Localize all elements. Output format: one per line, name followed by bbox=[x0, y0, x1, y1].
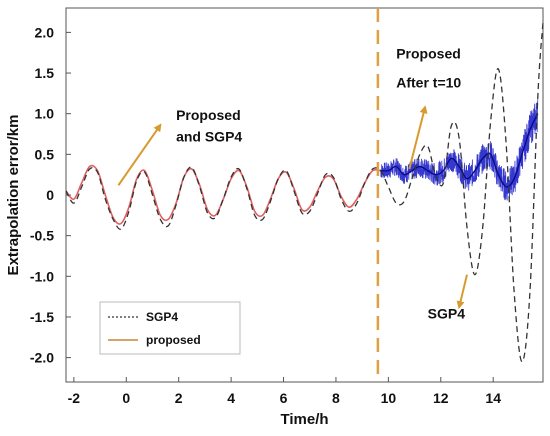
series-line-proposed bbox=[65, 164, 381, 225]
y-tick-label: -1.5 bbox=[30, 309, 54, 325]
annotation-arrow bbox=[408, 105, 428, 170]
y-tick-label: 0.5 bbox=[35, 146, 55, 162]
series-line-proposed-after bbox=[380, 113, 539, 188]
annotation-arrow bbox=[117, 123, 162, 186]
y-tick-label: 0 bbox=[46, 187, 54, 203]
legend-label-proposed: proposed bbox=[146, 333, 201, 347]
annotation-label: Proposed bbox=[396, 45, 461, 61]
legend-box bbox=[99, 301, 241, 355]
y-tick-label: -1.0 bbox=[30, 268, 54, 284]
x-tick-label: 0 bbox=[122, 390, 130, 406]
y-tick-label: 2.0 bbox=[35, 24, 55, 40]
x-tick-label: 2 bbox=[175, 390, 183, 406]
legend: SGP4 proposed bbox=[99, 301, 241, 355]
y-tick-label: -2.0 bbox=[30, 350, 54, 366]
x-tick-label: 14 bbox=[485, 390, 501, 406]
x-tick-label: -2 bbox=[68, 390, 81, 406]
annotation-label: SGP4 bbox=[428, 306, 466, 322]
legend-label-sgp4: SGP4 bbox=[146, 310, 178, 324]
y-tick-label: 1.0 bbox=[35, 106, 55, 122]
series-line-sgp4 bbox=[65, 22, 544, 363]
annotation-label: After t=10 bbox=[396, 75, 461, 91]
series-band-proposed-after bbox=[380, 99, 539, 201]
x-tick-label: 6 bbox=[280, 390, 288, 406]
y-tick-label: 1.5 bbox=[35, 65, 55, 81]
x-tick-label: 8 bbox=[332, 390, 340, 406]
annotation-arrow bbox=[456, 274, 468, 310]
annotation-label: Proposed bbox=[176, 107, 241, 123]
x-axis-title: Time/h bbox=[280, 411, 328, 428]
y-axis-title: Extrapolation error/km bbox=[5, 115, 22, 276]
x-tick-label: 12 bbox=[433, 390, 449, 406]
plot-area: -2 0 2 4 6 8 10 12 14 2.0 1.5 1.0 0.5 0 -0.5 -1.0 -1.5 -2… bbox=[5, 7, 544, 428]
x-tick-label: 10 bbox=[381, 390, 397, 406]
annotation-label: and SGP4 bbox=[176, 128, 242, 144]
y-tick-label: -0.5 bbox=[30, 228, 54, 244]
x-tick-label: 4 bbox=[227, 390, 235, 406]
